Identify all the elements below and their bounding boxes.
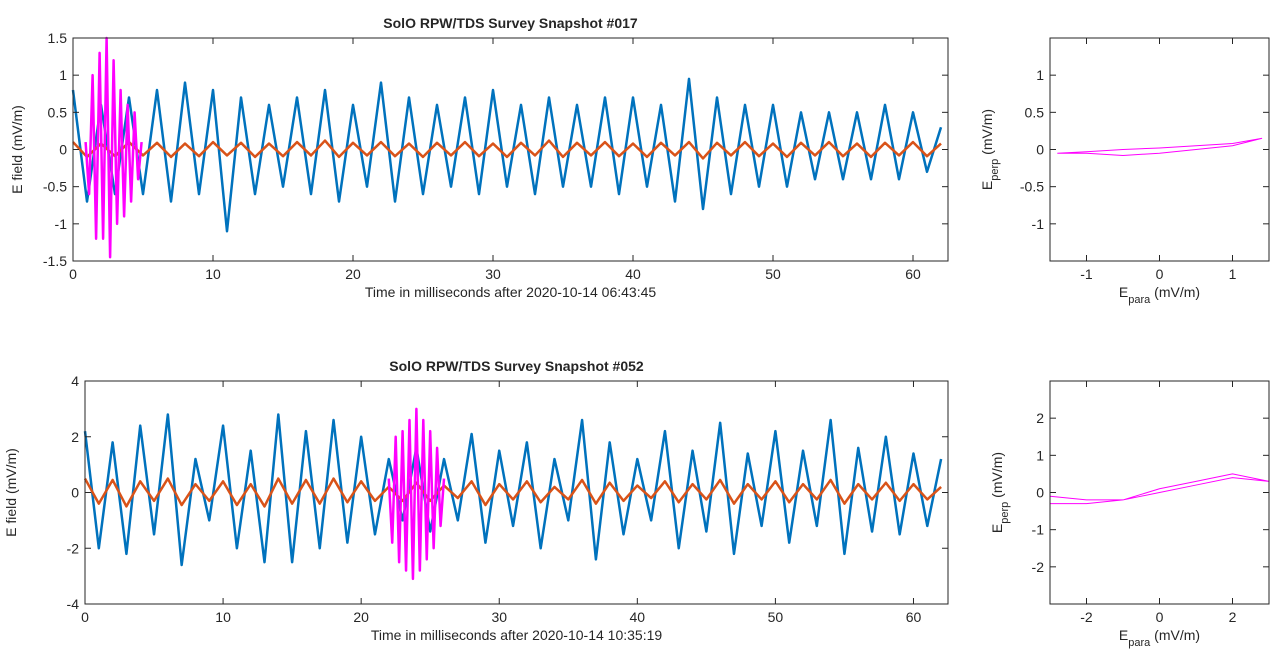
x-tick-label: 50 xyxy=(768,609,784,625)
x-tick-label: 0 xyxy=(1156,609,1164,625)
x-tick-label: 10 xyxy=(215,609,231,625)
x-axis-label-suffix: (mV/m) xyxy=(1150,627,1200,643)
y-tick-label: -1 xyxy=(1032,216,1045,232)
x-tick-label: 0 xyxy=(69,266,77,282)
waveform xyxy=(72,139,942,160)
waveform xyxy=(83,413,943,567)
y-tick-label: 1 xyxy=(1036,447,1044,463)
x-tick-label: 0 xyxy=(81,609,89,625)
waveform xyxy=(84,36,143,259)
axes-background xyxy=(1050,38,1269,261)
y-axis-label: Eperp (mV/m) xyxy=(989,452,1011,533)
y-axis-label-sub: perp xyxy=(989,159,1001,181)
waveform xyxy=(1057,137,1263,156)
x-axis-label-base: E xyxy=(1119,627,1128,643)
y-tick-label: 0 xyxy=(71,485,79,501)
x-axis-label: Time in milliseconds after 2020-10-14 06… xyxy=(365,284,657,300)
x-axis-label-sub: para xyxy=(1128,637,1151,649)
y-tick-label: -2 xyxy=(1032,559,1045,575)
y-tick-label: -4 xyxy=(67,596,80,612)
y-tick-label: -0.5 xyxy=(43,179,67,195)
waveform xyxy=(71,77,943,233)
x-tick-label: 0 xyxy=(1156,266,1164,282)
y-axis-label-base: E xyxy=(989,524,1005,533)
y-axis-label: Eperp (mV/m) xyxy=(979,109,1001,190)
x-tick-label: 60 xyxy=(905,266,921,282)
y-axis-label: E field (mV/m) xyxy=(3,448,19,537)
y-tick-label: 2 xyxy=(1036,410,1044,426)
x-axis-label: Time in milliseconds after 2020-10-14 10… xyxy=(371,627,663,643)
y-tick-label: -2 xyxy=(67,540,80,556)
waveform xyxy=(83,477,942,508)
chart-title: SolO RPW/TDS Survey Snapshot #052 xyxy=(389,358,644,374)
y-tick-label: 1.5 xyxy=(48,30,68,46)
y-axis-label-suffix: (mV/m) xyxy=(989,452,1005,502)
y-axis-label-base: E xyxy=(979,181,995,190)
x-tick-label: 2 xyxy=(1229,609,1237,625)
waveform xyxy=(387,407,446,581)
x-axis-label-sub: para xyxy=(1128,294,1151,306)
y-tick-label: 0 xyxy=(1036,142,1044,158)
y-tick-label: -0.5 xyxy=(1020,179,1044,195)
x-tick-label: -1 xyxy=(1080,266,1093,282)
y-tick-label: -1 xyxy=(1032,522,1045,538)
y-tick-label: 0.5 xyxy=(1025,104,1045,120)
x-tick-label: 40 xyxy=(630,609,646,625)
x-tick-label: 1 xyxy=(1229,266,1237,282)
chart-title: SolO RPW/TDS Survey Snapshot #017 xyxy=(383,15,638,31)
x-tick-label: 10 xyxy=(205,266,221,282)
y-axis-label: E field (mV/m) xyxy=(9,105,25,194)
y-axis-label-suffix: (mV/m) xyxy=(979,109,995,159)
x-tick-label: 20 xyxy=(353,609,369,625)
x-tick-label: 60 xyxy=(906,609,922,625)
y-tick-label: 0.5 xyxy=(48,104,68,120)
y-tick-label: -1 xyxy=(55,216,68,232)
x-tick-label: 30 xyxy=(485,266,501,282)
x-tick-label: -2 xyxy=(1080,609,1093,625)
y-tick-label: 1 xyxy=(1036,67,1044,83)
x-tick-label: 20 xyxy=(345,266,361,282)
y-tick-label: 1 xyxy=(59,67,67,83)
y-tick-label: 0 xyxy=(59,142,67,158)
y-tick-label: 2 xyxy=(71,429,79,445)
x-axis-label: Epara (mV/m) xyxy=(1119,284,1200,306)
x-tick-label: 50 xyxy=(765,266,781,282)
y-tick-label: 4 xyxy=(71,373,79,389)
y-tick-label: 0 xyxy=(1036,485,1044,501)
y-tick-label: -1.5 xyxy=(43,253,67,269)
x-axis-label-base: E xyxy=(1119,284,1128,300)
x-tick-label: 30 xyxy=(491,609,507,625)
y-axis-label-sub: perp xyxy=(999,502,1011,524)
x-tick-label: 40 xyxy=(625,266,641,282)
x-axis-label-suffix: (mV/m) xyxy=(1150,284,1200,300)
x-axis-label: Epara (mV/m) xyxy=(1119,627,1200,649)
